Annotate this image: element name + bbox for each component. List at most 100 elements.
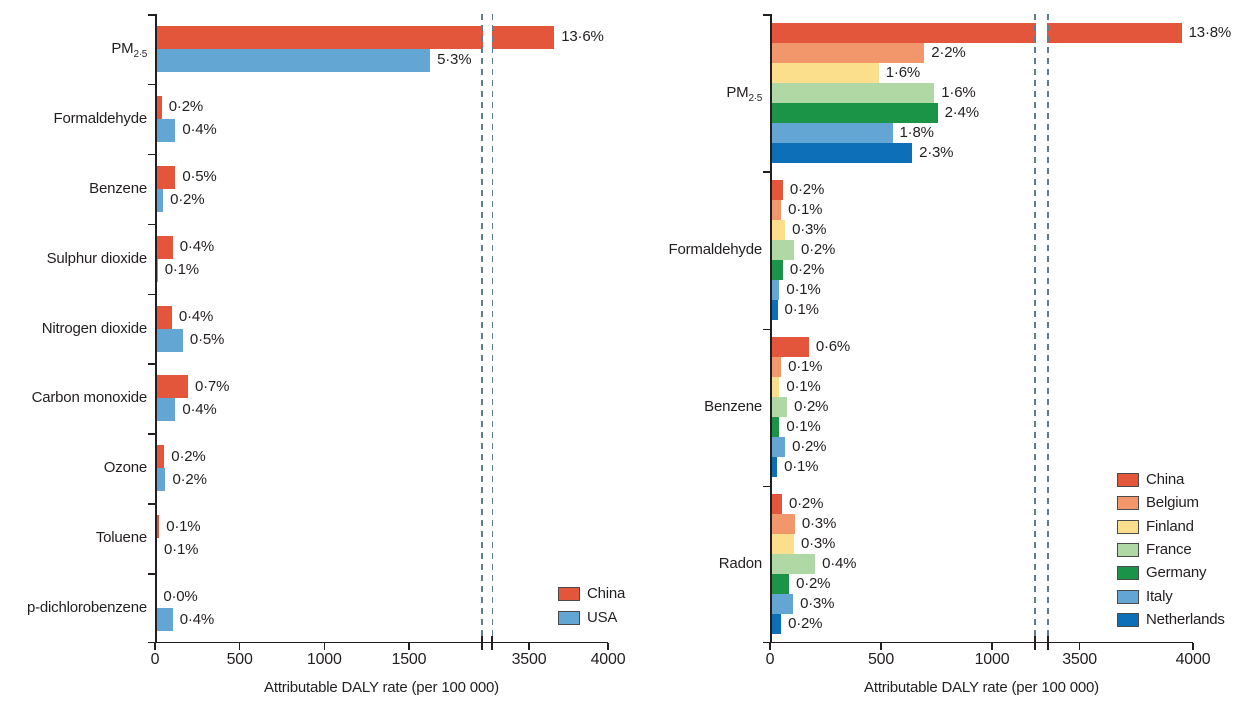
bar-value-label: 0·2% <box>794 398 829 416</box>
legend-item-netherlands: Netherlands <box>1117 611 1227 628</box>
x-axis-tick-label: 0 <box>150 651 160 668</box>
category-label: Ozone <box>103 459 147 477</box>
bar-china-2 <box>770 337 809 358</box>
bar-value-label: 0·1% <box>166 517 201 535</box>
bar-value-label: 0·2% <box>800 240 836 258</box>
bar-china-1 <box>770 179 783 200</box>
axis-break-mark <box>1046 636 1049 650</box>
legend-label: China <box>1146 471 1185 488</box>
bar-china-7 <box>155 515 160 539</box>
plot-area: 13·6% 5·3% 0·2% 0·4% 0·5% 0·2% 0·4% 0·1% 0·4% 0·5… <box>148 14 626 668</box>
legend-label: France <box>1146 540 1192 558</box>
bar-value-label: 0·4% <box>179 610 214 628</box>
bar-belgium-0 <box>770 42 925 63</box>
y-axis-tick <box>148 573 155 575</box>
x-axis-tick <box>1192 643 1194 650</box>
x-axis-tick-label: 0 <box>765 651 775 668</box>
axis-break-dashed-line <box>491 14 493 637</box>
y-axis-tick <box>148 293 155 296</box>
bar-china-1 <box>155 95 162 119</box>
legend-label: China <box>587 585 626 602</box>
bar-value-label: 0·1% <box>164 540 199 558</box>
legend-item-italy: Italy <box>1117 587 1227 605</box>
legend-label: USA <box>587 608 618 626</box>
bar-italy-2 <box>770 437 786 458</box>
x-axis-tick-label: 1000 <box>306 651 342 668</box>
bar-value-label: 0·2% <box>168 98 203 116</box>
x-axis-tick <box>238 643 241 650</box>
y-axis-tick <box>148 14 155 16</box>
legend-label: Belgium <box>1146 494 1199 512</box>
x-axis-title: Attributable DALY rate (per 100 000) <box>264 679 499 696</box>
bar-value-label: 0·2% <box>792 438 827 456</box>
x-axis-tick-label: 4000 <box>590 651 626 668</box>
category-label: p-dichlorobenzene <box>26 599 147 617</box>
bar-netherlands-3 <box>770 614 782 635</box>
y-axis-tick <box>148 433 155 435</box>
bar-value-label: 0·4% <box>182 121 217 139</box>
bar-belgium-2 <box>770 357 782 378</box>
bar-netherlands-0 <box>770 142 913 163</box>
bar-value-label: 2·3% <box>919 143 954 161</box>
legend-item-china: China <box>558 585 668 602</box>
category-label: Sulphur dioxide <box>46 249 148 267</box>
x-axis-tick-label: 3500 <box>1062 651 1097 668</box>
bar-value-label: 1·6% <box>885 63 920 81</box>
x-axis-tick <box>607 643 609 650</box>
legend-label: Italy <box>1146 587 1173 605</box>
x-axis-tick <box>769 643 771 650</box>
legend-item-germany: Germany <box>1117 564 1227 581</box>
bar-china-3 <box>770 494 782 515</box>
bar-value-label: 1·8% <box>899 123 934 141</box>
category-label: Formaldehyde <box>668 240 763 258</box>
bar-italy-3 <box>770 594 794 615</box>
x-axis-tick <box>154 643 156 650</box>
bar-value-label: 0·5% <box>182 168 217 186</box>
legend-item-usa: USA <box>558 608 668 626</box>
bar-value-label: 0·6% <box>815 338 851 356</box>
category-label: Benzene <box>89 179 147 197</box>
axis-break-band <box>1035 14 1047 645</box>
y-axis-line <box>155 14 157 643</box>
bar-value-label: 0·1% <box>786 280 821 298</box>
bar-usa-6 <box>155 468 166 492</box>
y-axis-tick <box>763 328 770 330</box>
bar-value-label: 0·7% <box>195 377 230 395</box>
legend-swatch <box>1117 542 1139 557</box>
axis-break-mark <box>1033 636 1036 650</box>
bar-usa-5 <box>155 398 176 422</box>
bar-value-label: 0·1% <box>786 378 821 396</box>
y-axis-line <box>770 14 772 643</box>
bar-france-0 <box>770 82 935 103</box>
right-chart-panel: 13·8% 2·2% 1·6% 1·6% 2·4% 1·8% 2·3% 0·2% 0·1% 0·3… <box>616 0 1244 704</box>
bar-netherlands-2 <box>770 457 778 478</box>
bar-value-label: 0·1% <box>788 200 823 218</box>
legend-label: Finland <box>1146 517 1194 535</box>
legend-item-china: China <box>1117 471 1227 488</box>
legend-swatch <box>558 610 580 625</box>
bar-usa-8 <box>155 608 173 632</box>
y-axis-tick <box>148 223 155 226</box>
x-axis-line <box>770 641 1193 643</box>
bar-value-label: 0·3% <box>800 595 835 613</box>
bar-value-label: 0·4% <box>178 308 214 325</box>
bar-usa-1 <box>155 118 176 142</box>
y-axis-tick <box>148 503 155 505</box>
bar-germany-0 <box>770 102 938 123</box>
bar-value-label: 0·1% <box>786 418 821 436</box>
bar-value-label: 0·2% <box>789 260 825 278</box>
axis-break-mark <box>491 636 493 650</box>
legend-swatch <box>1117 566 1139 581</box>
bar-value-label: 0·2% <box>171 447 206 465</box>
bar-china-0 <box>155 25 555 49</box>
x-axis-line <box>155 641 608 643</box>
category-label: PM2·5 <box>726 83 762 104</box>
category-label: PM2·5 <box>111 39 147 60</box>
bar-value-label: 0·3% <box>800 535 836 553</box>
bar-value-label: 0·0% <box>163 587 198 605</box>
bar-finland-3 <box>770 534 794 555</box>
axis-break-mark <box>480 636 483 650</box>
plot-area: 13·8% 2·2% 1·6% 1·6% 2·4% 1·8% 2·3% 0·2% 0·1% 0·3… <box>763 14 1231 668</box>
x-axis-tick-label: 500 <box>867 651 895 668</box>
